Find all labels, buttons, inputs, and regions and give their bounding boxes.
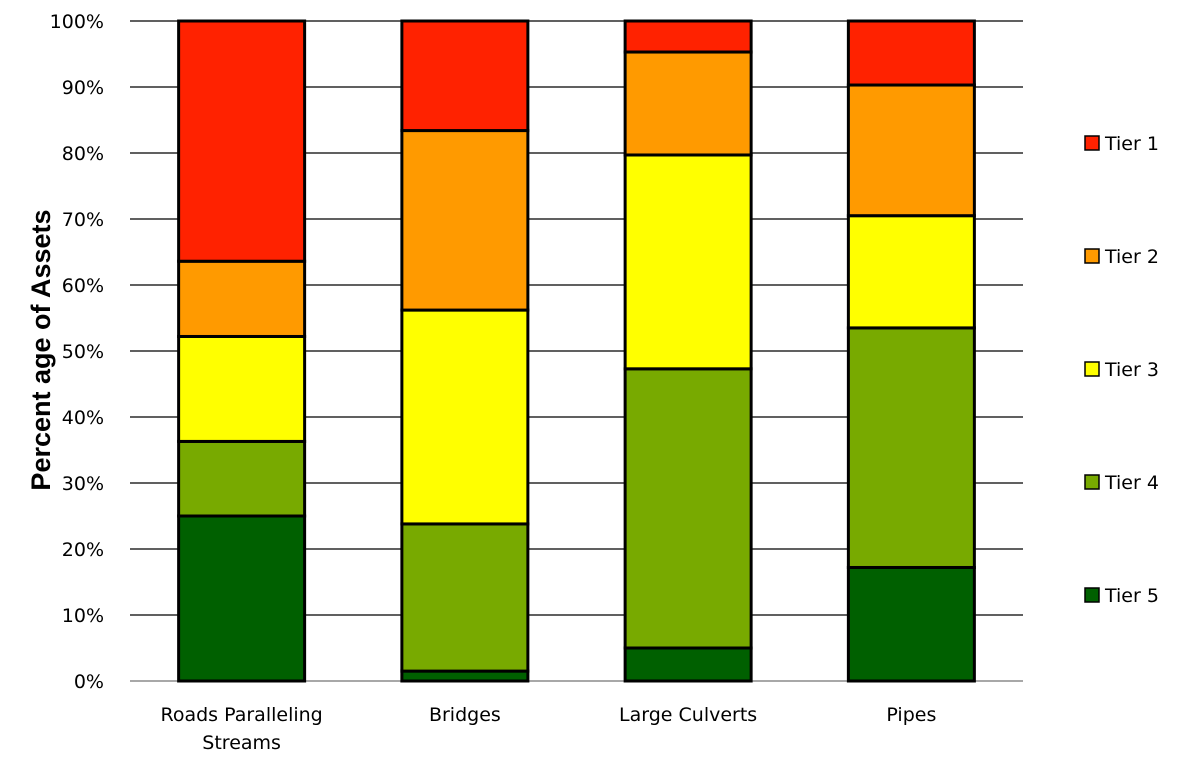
legend-label: Tier 2: [1104, 246, 1159, 268]
x-category-label: Roads Paralleling Streams: [161, 704, 323, 754]
y-tick-label: 10%: [62, 605, 104, 627]
legend-label: Tier 5: [1104, 585, 1159, 607]
bar-segment-tier-2: [402, 131, 528, 311]
x-category-label: Bridges: [429, 704, 501, 726]
y-tick-label: 40%: [62, 407, 104, 429]
y-tick-label: 70%: [62, 209, 104, 231]
bar-segment-tier-5: [625, 648, 751, 681]
bar-segment-tier-3: [625, 155, 751, 369]
bar-segment-tier-3: [179, 336, 305, 441]
bar-segment-tier-3: [402, 310, 528, 524]
bar-segment-tier-5: [848, 567, 974, 681]
x-category-label-line: Streams: [202, 732, 281, 754]
legend-swatch: [1085, 136, 1099, 150]
bar-segment-tier-1: [402, 21, 528, 131]
y-tick-label: 80%: [62, 143, 104, 165]
x-category-label-line: Large Culverts: [619, 704, 757, 726]
y-tick-labels: 0% 10% 20% 30% 40% 50% 60% 70% 80% 90% 100%: [50, 11, 104, 693]
legend-label: Tier 3: [1104, 359, 1159, 381]
y-tick-label: 90%: [62, 77, 104, 99]
bar-segment-tier-2: [848, 85, 974, 216]
bar-segment-tier-3: [848, 216, 974, 328]
y-tick-label: 30%: [62, 473, 104, 495]
bar-segment-tier-2: [179, 261, 305, 336]
y-tick-label: 20%: [62, 539, 104, 561]
y-tick-label: 60%: [62, 275, 104, 297]
bar-segment-tier-1: [179, 21, 305, 261]
x-category-label-line: Bridges: [429, 704, 501, 726]
x-category-label: Large Culverts: [619, 704, 757, 726]
legend-swatch: [1085, 475, 1099, 489]
bar-segment-tier-4: [625, 369, 751, 648]
bar-segment-tier-1: [848, 21, 974, 85]
x-category-label-line: Roads Paralleling: [161, 704, 323, 726]
y-tick-label: 0%: [74, 671, 104, 693]
bar-segment-tier-4: [402, 524, 528, 671]
x-category-label-line: Pipes: [886, 704, 936, 726]
x-category-label: Pipes: [886, 704, 936, 726]
y-tick-label: 50%: [62, 341, 104, 363]
legend-label: Tier 4: [1104, 472, 1159, 494]
legend-swatch: [1085, 588, 1099, 602]
x-category-labels: Roads Paralleling Streams Bridges Large Cul…: [161, 704, 937, 754]
legend-swatch: [1085, 362, 1099, 376]
legend-label: Tier 1: [1104, 133, 1159, 155]
y-axis-label: Percent age of Assets: [26, 209, 56, 490]
bar-segment-tier-4: [179, 441, 305, 516]
bar-segment-tier-4: [848, 328, 974, 568]
bar-segment-tier-1: [625, 21, 751, 52]
y-tick-label: 100%: [50, 11, 104, 33]
bar-segment-tier-2: [625, 52, 751, 155]
legend: Tier 1 Tier 2 Tier 3 Tier 4 Tier 5: [1085, 133, 1159, 607]
legend-swatch: [1085, 249, 1099, 263]
bar-segment-tier-5: [179, 516, 305, 681]
